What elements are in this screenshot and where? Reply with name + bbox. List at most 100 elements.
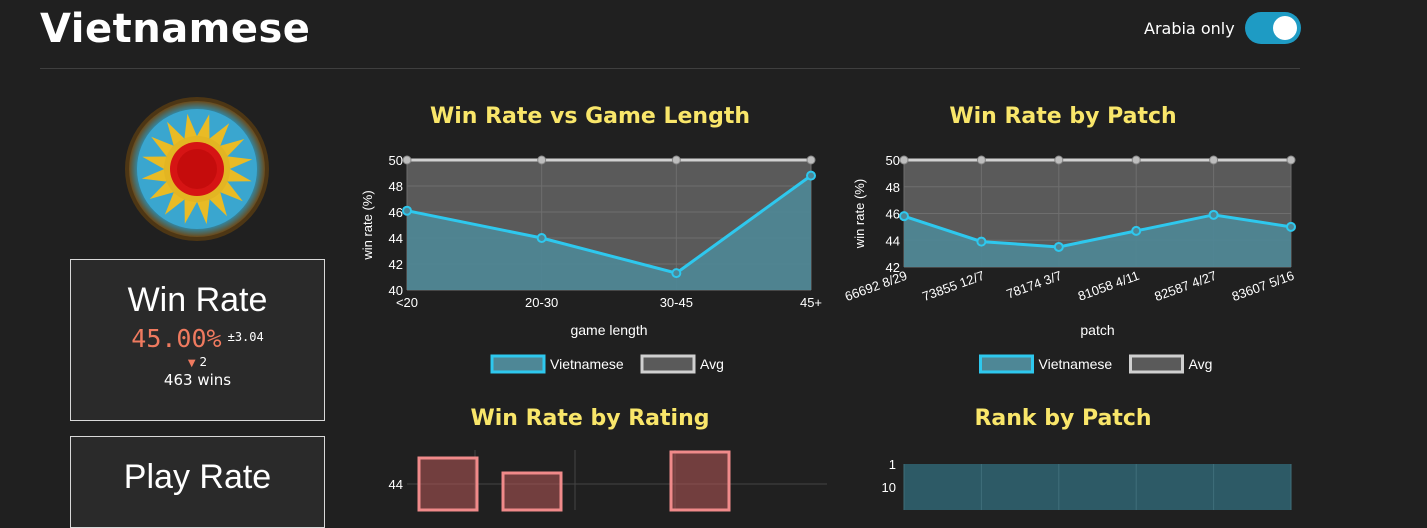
arabia-only-toggle[interactable] (1245, 12, 1301, 44)
y-tick-label: 44 (886, 233, 900, 248)
y-axis-label: win rate (%) (360, 190, 375, 260)
emblem-ray (167, 121, 185, 146)
y-tick-label: 50 (886, 153, 900, 168)
chart-title-patch: Win Rate by Patch (949, 104, 1177, 129)
chart-title-rank: Rank by Patch (974, 406, 1152, 431)
avg-point (899, 155, 909, 165)
series-point (1208, 209, 1219, 220)
series-point (1286, 221, 1296, 232)
legend-swatch-series (490, 354, 546, 374)
x-tick-label: 73855 12/7 (920, 268, 986, 304)
series-line (903, 213, 1292, 249)
avg-point (1054, 155, 1064, 165)
win-rate-card: Win Rate 45.00% ±3.04 ▼ 2 463 wins (70, 259, 325, 421)
series-point (806, 170, 816, 181)
emblem-ray (209, 192, 227, 217)
emblem-ray (141, 169, 167, 182)
y-tick-label: 48 (886, 180, 900, 195)
chart-title-rating: Win Rate by Rating (470, 406, 710, 431)
chart-rank: 1 10 (882, 457, 1292, 510)
emblem-ray (142, 156, 167, 169)
down-triangle-icon: ▼ (187, 358, 196, 369)
emblem-ray (209, 123, 230, 146)
civ-emblem-icon (125, 97, 269, 241)
y-tick-label: 48 (389, 179, 403, 194)
play-rate-card: Play Rate (70, 436, 325, 528)
toggle-knob[interactable] (1273, 16, 1297, 40)
avg-point (671, 155, 681, 165)
emblem-ray (197, 199, 210, 225)
win-rate-title: Win Rate (127, 281, 268, 319)
series-point (899, 211, 909, 222)
avg-point (537, 155, 547, 165)
rating-bar (417, 456, 479, 512)
emblem-ray (184, 199, 197, 224)
y-tick-label: 44 (389, 231, 403, 246)
series-area (904, 214, 1291, 267)
y-axis-label: win rate (%) (852, 179, 867, 249)
emblem-ray (151, 136, 174, 157)
legend-label: Vietnamese (1039, 356, 1113, 372)
y-tick-label: 50 (389, 153, 403, 168)
emblem-ray (220, 181, 243, 202)
series-point (536, 233, 547, 243)
x-axis-label: patch (1080, 322, 1114, 338)
y-tick-label: 44 (389, 477, 403, 492)
chart-patch: 42 44 46 48 50 66692 8/29 73855 12/7 78174 3/7 8… (843, 153, 1296, 374)
rating-bar (501, 471, 563, 512)
y-tick-label: 40 (389, 283, 403, 298)
x-tick-label: 66692 8/29 (843, 268, 909, 304)
emblem-ray (220, 139, 245, 157)
x-tick-label: <20 (396, 295, 418, 310)
x-tick-label: 45+ (800, 295, 822, 310)
y-tick-label: 42 (886, 260, 900, 275)
win-rate-change: 2 (199, 355, 208, 369)
y-tick-label: 46 (886, 207, 900, 222)
chart-rating: 44 (389, 450, 827, 512)
y-tick-label: 46 (389, 205, 403, 220)
win-rate-error: ±3.04 (227, 330, 264, 344)
x-tick-label: 20-30 (525, 295, 558, 310)
chart-game-length: 40 42 44 46 48 50 <20 20-30 30-45 45+ game length w… (360, 153, 822, 374)
series-point (1053, 241, 1064, 252)
emblem-ray (164, 192, 185, 215)
x-tick-label: 83607 5/16 (1230, 268, 1296, 304)
series-point (976, 236, 987, 247)
legend-label: Avg (1189, 356, 1213, 372)
emblem-ray (149, 181, 174, 199)
avg-point (806, 155, 816, 165)
avg-point (976, 155, 986, 165)
legend-swatch-avg (640, 354, 696, 374)
x-tick-label: 81058 4/11 (1076, 268, 1141, 304)
avg-point (1209, 155, 1219, 165)
x-axis-label: game length (570, 322, 647, 338)
page-title: Vietnamese (40, 6, 311, 52)
y-tick-label: 1 (889, 457, 896, 472)
emblem-ray (197, 114, 210, 139)
win-rate-value: 45.00% (131, 324, 222, 353)
rating-bar (669, 450, 731, 512)
series-line (406, 174, 812, 275)
x-tick-label: 30-45 (660, 295, 693, 310)
series-point (402, 205, 412, 216)
series-point (1131, 225, 1142, 236)
avg-point (402, 155, 412, 165)
rank-area (904, 464, 1291, 510)
emblem-ray (227, 169, 252, 182)
play-rate-title: Play Rate (123, 458, 272, 496)
series-point (671, 268, 682, 279)
y-tick-label: 10 (882, 480, 896, 495)
emblem-ray (184, 113, 197, 139)
legend-swatch-series (979, 354, 1034, 374)
arabia-only-label: Arabia only (1144, 19, 1235, 38)
series-area (407, 175, 811, 290)
avg-point (1286, 155, 1296, 165)
chart-title-game-length: Win Rate vs Game Length (429, 104, 751, 129)
x-tick-label: 82587 4/27 (1152, 268, 1218, 304)
emblem-ray (227, 156, 253, 169)
x-tick-label: 78174 3/7 (1004, 268, 1063, 302)
legend-label: Avg (700, 356, 724, 372)
legend-swatch-avg (1129, 354, 1184, 374)
win-count: 463 wins (163, 371, 232, 389)
avg-point (1131, 155, 1141, 165)
